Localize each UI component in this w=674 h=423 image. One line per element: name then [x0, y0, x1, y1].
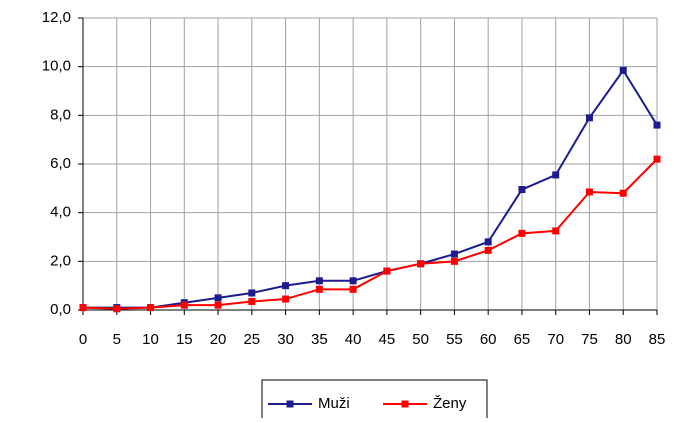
- marker: [180, 301, 188, 309]
- x-tick-label: 65: [514, 331, 531, 348]
- marker: [147, 304, 155, 312]
- marker: [619, 66, 627, 74]
- marker: [349, 285, 357, 293]
- marker: [214, 294, 222, 302]
- marker: [315, 277, 323, 285]
- x-tick-label: 80: [615, 331, 632, 348]
- x-tick-label: 50: [412, 331, 429, 348]
- marker: [450, 257, 458, 265]
- x-tick-label: 70: [547, 331, 564, 348]
- marker: [79, 304, 87, 312]
- x-tick-label: 55: [446, 331, 463, 348]
- marker: [248, 297, 256, 305]
- series-line: [83, 68, 658, 309]
- marker: [214, 301, 222, 309]
- legend-label: Muži: [318, 395, 350, 412]
- legend-marker: [401, 400, 409, 408]
- marker: [450, 250, 458, 258]
- x-tick-label: 40: [345, 331, 362, 348]
- series-line: [82, 158, 658, 310]
- x-tick-label: 15: [176, 331, 193, 348]
- x-tick-label: 45: [379, 331, 396, 348]
- marker: [653, 155, 661, 163]
- x-tick-label: 20: [210, 331, 227, 348]
- x-tick-label: 35: [311, 331, 328, 348]
- y-tick-label: 10,0: [42, 58, 71, 75]
- y-tick-label: 2,0: [50, 252, 71, 269]
- marker: [653, 121, 661, 129]
- x-tick-label: 85: [649, 331, 666, 348]
- x-tick-label: 0: [79, 331, 87, 348]
- marker: [518, 229, 526, 237]
- y-tick-label: 4,0: [50, 204, 71, 221]
- marker: [282, 282, 290, 290]
- marker: [619, 189, 627, 197]
- marker: [552, 227, 560, 235]
- y-tick-label: 12,0: [42, 9, 71, 26]
- legend-box: [261, 379, 488, 418]
- x-tick-label: 60: [480, 331, 497, 348]
- marker: [417, 260, 425, 268]
- marker: [585, 188, 593, 196]
- y-tick-label: 6,0: [50, 155, 71, 172]
- x-tick-label: 5: [113, 331, 121, 348]
- marker: [518, 186, 526, 194]
- marker: [585, 114, 593, 122]
- legend-label: Ženy: [433, 395, 467, 412]
- x-tick-label: 75: [581, 331, 598, 348]
- legend-marker: [286, 400, 294, 408]
- marker: [282, 295, 290, 303]
- x-tick-label: 25: [243, 331, 260, 348]
- y-tick-label: 8,0: [50, 106, 71, 123]
- marker: [248, 289, 256, 297]
- marker: [484, 246, 492, 254]
- marker: [484, 238, 492, 246]
- x-tick-label: 30: [277, 331, 294, 348]
- marker: [383, 267, 391, 275]
- marker: [113, 305, 121, 313]
- marker: [349, 277, 357, 285]
- marker: [552, 171, 560, 179]
- marker: [315, 285, 323, 293]
- x-tick-label: 10: [142, 331, 159, 348]
- y-tick-label: 0,0: [50, 301, 71, 318]
